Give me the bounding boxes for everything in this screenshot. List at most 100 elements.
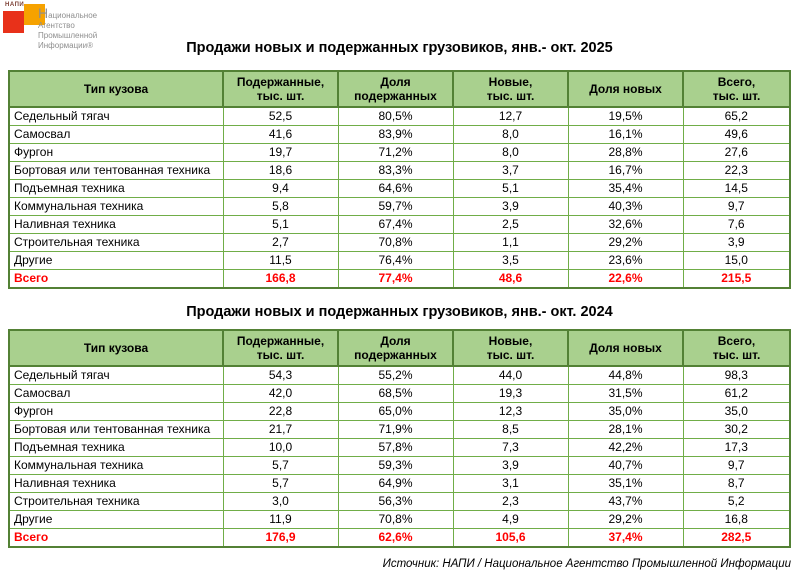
table-row: Коммунальная техника 5,7 59,3% 3,9 40,7% 9,7: [8, 456, 791, 475]
value-cell: 11,5: [222, 251, 339, 270]
body-type-cell: Коммунальная техника: [8, 456, 224, 475]
value-cell: 59,3%: [337, 456, 454, 475]
value-cell: 52,5: [222, 106, 339, 126]
value-cell: 35,4%: [567, 179, 684, 198]
column-header: Всего, тыс. шт.: [682, 329, 791, 367]
value-cell: 62,6%: [337, 528, 454, 548]
value-cell: 55,2%: [337, 365, 454, 385]
value-cell: 83,9%: [337, 125, 454, 144]
value-cell: 32,6%: [567, 215, 684, 234]
value-cell: 64,6%: [337, 179, 454, 198]
value-cell: 3,1: [452, 474, 569, 493]
value-cell: 48,6: [452, 269, 569, 289]
table-row: Седельный тягач 54,3 55,2% 44,0 44,8% 98,3: [8, 365, 791, 385]
value-cell: 8,5: [452, 420, 569, 439]
value-cell: 10,0: [222, 438, 339, 457]
value-cell: 65,0%: [337, 402, 454, 421]
value-cell: 8,0: [452, 143, 569, 162]
value-cell: 65,2: [682, 106, 791, 126]
table-row: Строительная техника 3,0 56,3% 2,3 43,7% 5,2: [8, 492, 791, 511]
value-cell: 40,7%: [567, 456, 684, 475]
value-cell: 1,1: [452, 233, 569, 252]
value-cell: 5,1: [452, 179, 569, 198]
value-cell: 42,2%: [567, 438, 684, 457]
value-cell: 37,4%: [567, 528, 684, 548]
value-cell: 105,6: [452, 528, 569, 548]
logo-text-line: Агентство: [38, 21, 75, 30]
value-cell: 70,8%: [337, 510, 454, 529]
value-cell: 18,6: [222, 161, 339, 180]
total-row: Всего 176,9 62,6% 105,6 37,4% 282,5: [8, 528, 791, 548]
value-cell: 166,8: [222, 269, 339, 289]
value-cell: 14,5: [682, 179, 791, 198]
logo-text-line: Национальное: [38, 5, 98, 21]
column-header: Новые, тыс. шт.: [452, 70, 569, 108]
value-cell: 64,9%: [337, 474, 454, 493]
table-row: Самосвал 42,0 68,5% 19,3 31,5% 61,2: [8, 384, 791, 403]
value-cell: 54,3: [222, 365, 339, 385]
value-cell: 22,3: [682, 161, 791, 180]
source-note: Источник: НАПИ / Национальное Агентство …: [382, 558, 791, 570]
value-cell: 42,0: [222, 384, 339, 403]
table-title-2025: Продажи новых и подержанных грузовиков, …: [186, 40, 613, 56]
value-cell: 15,0: [682, 251, 791, 270]
value-cell: 68,5%: [337, 384, 454, 403]
value-cell: 215,5: [682, 269, 791, 289]
value-cell: 282,5: [682, 528, 791, 548]
column-header: Тип кузова: [8, 70, 224, 108]
body-type-cell: Седельный тягач: [8, 365, 224, 385]
value-cell: 61,2: [682, 384, 791, 403]
value-cell: 176,9: [222, 528, 339, 548]
value-cell: 19,7: [222, 143, 339, 162]
column-header: Доля новых: [567, 329, 684, 367]
sales-table-2024: Тип кузова Подержанные, тыс. шт. Доля поде…: [8, 329, 791, 548]
value-cell: 44,8%: [567, 365, 684, 385]
body-type-cell: Фургон: [8, 402, 224, 421]
column-header: Доля новых: [567, 70, 684, 108]
value-cell: 28,1%: [567, 420, 684, 439]
column-header: Тип кузова: [8, 329, 224, 367]
value-cell: 5,7: [222, 474, 339, 493]
value-cell: 16,7%: [567, 161, 684, 180]
value-cell: 7,3: [452, 438, 569, 457]
body-type-cell: Подъемная техника: [8, 179, 224, 198]
value-cell: 5,1: [222, 215, 339, 234]
napi-acronym: НАПИ: [5, 2, 25, 8]
value-cell: 3,7: [452, 161, 569, 180]
table-row: Фургон 22,8 65,0% 12,3 35,0% 35,0: [8, 402, 791, 421]
value-cell: 16,8: [682, 510, 791, 529]
body-type-cell: Подъемная техника: [8, 438, 224, 457]
total-row: Всего 166,8 77,4% 48,6 22,6% 215,5: [8, 269, 791, 289]
napi-logo-text: Национальное Агентство Промышленной Инфо…: [38, 5, 98, 51]
napi-logo: НАПИ Национальное Агентство Промышленной…: [3, 2, 153, 54]
table-row: Строительная техника 2,7 70,8% 1,1 29,2% 3,9: [8, 233, 791, 252]
value-cell: 23,6%: [567, 251, 684, 270]
table-row: Другие 11,5 76,4% 3,5 23,6% 15,0: [8, 251, 791, 270]
value-cell: 71,9%: [337, 420, 454, 439]
table-row: Наливная техника 5,1 67,4% 2,5 32,6% 7,6: [8, 215, 791, 234]
value-cell: 5,7: [222, 456, 339, 475]
value-cell: 8,7: [682, 474, 791, 493]
table-row: Коммунальная техника 5,8 59,7% 3,9 40,3% 9,7: [8, 197, 791, 216]
value-cell: 11,9: [222, 510, 339, 529]
value-cell: 29,2%: [567, 233, 684, 252]
value-cell: 70,8%: [337, 233, 454, 252]
table-row: Седельный тягач 52,5 80,5% 12,7 19,5% 65,2: [8, 106, 791, 126]
value-cell: 9,4: [222, 179, 339, 198]
value-cell: 59,7%: [337, 197, 454, 216]
sales-table-2025: Тип кузова Подержанные, тыс. шт. Доля поде…: [8, 70, 791, 289]
body-type-cell: Самосвал: [8, 384, 224, 403]
value-cell: 2,5: [452, 215, 569, 234]
body-type-cell: Бортовая или тентованная техника: [8, 420, 224, 439]
value-cell: 12,3: [452, 402, 569, 421]
body-type-cell: Седельный тягач: [8, 106, 224, 126]
body-type-cell: Строительная техника: [8, 233, 224, 252]
body-type-cell: Коммунальная техника: [8, 197, 224, 216]
body-type-cell: Наливная техника: [8, 474, 224, 493]
value-cell: 80,5%: [337, 106, 454, 126]
value-cell: 49,6: [682, 125, 791, 144]
column-header: Подержанные, тыс. шт.: [222, 70, 339, 108]
value-cell: 43,7%: [567, 492, 684, 511]
table-row: Наливная техника 5,7 64,9% 3,1 35,1% 8,7: [8, 474, 791, 493]
